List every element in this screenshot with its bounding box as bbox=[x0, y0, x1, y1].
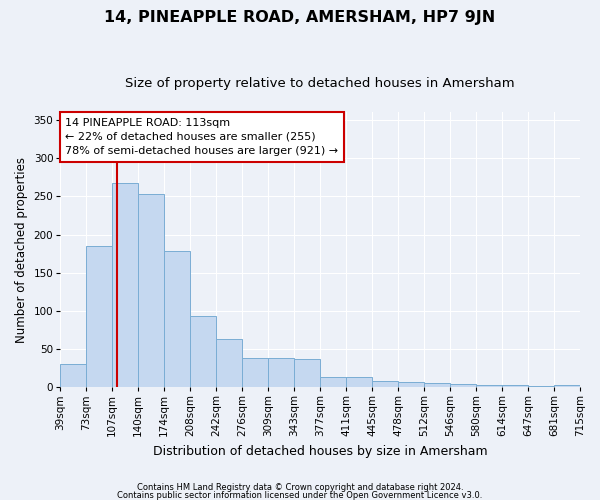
Bar bbox=[528, 386, 554, 387]
Bar bbox=[320, 377, 346, 387]
Bar bbox=[216, 339, 242, 387]
Bar bbox=[190, 316, 216, 387]
Bar bbox=[554, 385, 580, 387]
Text: Contains public sector information licensed under the Open Government Licence v3: Contains public sector information licen… bbox=[118, 490, 482, 500]
Bar bbox=[502, 385, 528, 387]
Title: Size of property relative to detached houses in Amersham: Size of property relative to detached ho… bbox=[125, 78, 515, 90]
Bar bbox=[476, 385, 502, 387]
Bar bbox=[372, 381, 398, 387]
Text: Contains HM Land Registry data © Crown copyright and database right 2024.: Contains HM Land Registry data © Crown c… bbox=[137, 484, 463, 492]
Bar bbox=[138, 194, 164, 387]
Y-axis label: Number of detached properties: Number of detached properties bbox=[15, 157, 28, 343]
Text: 14, PINEAPPLE ROAD, AMERSHAM, HP7 9JN: 14, PINEAPPLE ROAD, AMERSHAM, HP7 9JN bbox=[104, 10, 496, 25]
Bar bbox=[268, 358, 294, 387]
Bar bbox=[424, 384, 450, 387]
Bar bbox=[294, 359, 320, 387]
Bar bbox=[60, 364, 86, 387]
Bar bbox=[450, 384, 476, 387]
Text: 14 PINEAPPLE ROAD: 113sqm
← 22% of detached houses are smaller (255)
78% of semi: 14 PINEAPPLE ROAD: 113sqm ← 22% of detac… bbox=[65, 118, 338, 156]
X-axis label: Distribution of detached houses by size in Amersham: Distribution of detached houses by size … bbox=[153, 444, 487, 458]
Bar bbox=[242, 358, 268, 387]
Bar bbox=[86, 246, 112, 387]
Bar bbox=[164, 252, 190, 387]
Bar bbox=[398, 382, 424, 387]
Bar bbox=[112, 184, 138, 387]
Bar bbox=[346, 377, 372, 387]
